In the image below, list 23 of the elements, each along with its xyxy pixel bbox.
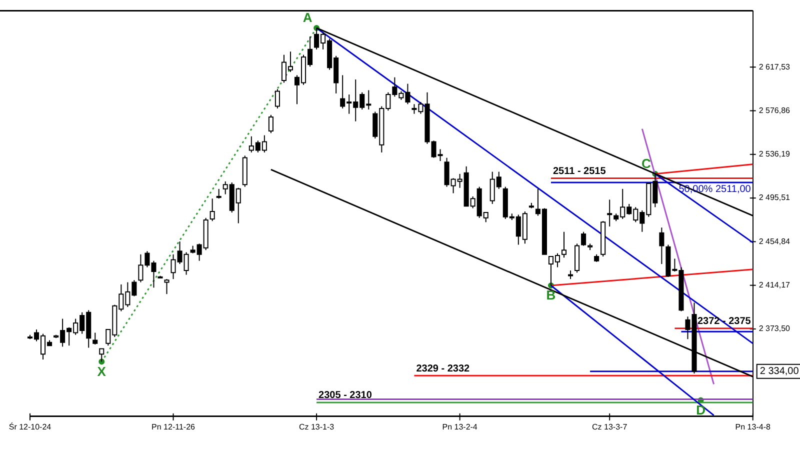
x-tick-label: Cz 13-3-7 — [592, 422, 628, 432]
y-tick-label: 2 536,19 — [758, 150, 791, 159]
y-tick-label: 2 454,84 — [758, 236, 791, 246]
text: 2 334,00 — [760, 366, 800, 378]
series-label: 2305 - 2310 — [318, 390, 372, 402]
data-label: B — [546, 288, 556, 303]
data-label: C — [641, 156, 652, 171]
data-label: X — [97, 364, 106, 379]
x-tick-label: Pn 13-4-8 — [735, 422, 771, 432]
y-tick-label: 2 373,50 — [758, 324, 791, 334]
y-tick-label: 2 576,86 — [758, 106, 791, 115]
y-tick-label: 2 617,53 — [758, 62, 791, 72]
x-tick-label: Śr 12-10-24 — [8, 421, 52, 432]
data-label: D — [696, 402, 706, 418]
x-tick-label: Cz 13-1-3 — [298, 422, 335, 432]
x-tick-label: Pn 13-2-4 — [442, 422, 478, 432]
series-label: 2372 - 2375 — [697, 316, 752, 328]
y-tick-label: 2 414,17 — [758, 280, 791, 290]
series-label: 2511 - 2515 — [552, 166, 606, 177]
series-label: 2329 - 2332 — [416, 363, 470, 374]
x-tick-label: Pn 12-11-26 — [152, 422, 196, 432]
y-tick-label: 2 495,51 — [758, 193, 791, 202]
data-label: A — [302, 10, 313, 26]
